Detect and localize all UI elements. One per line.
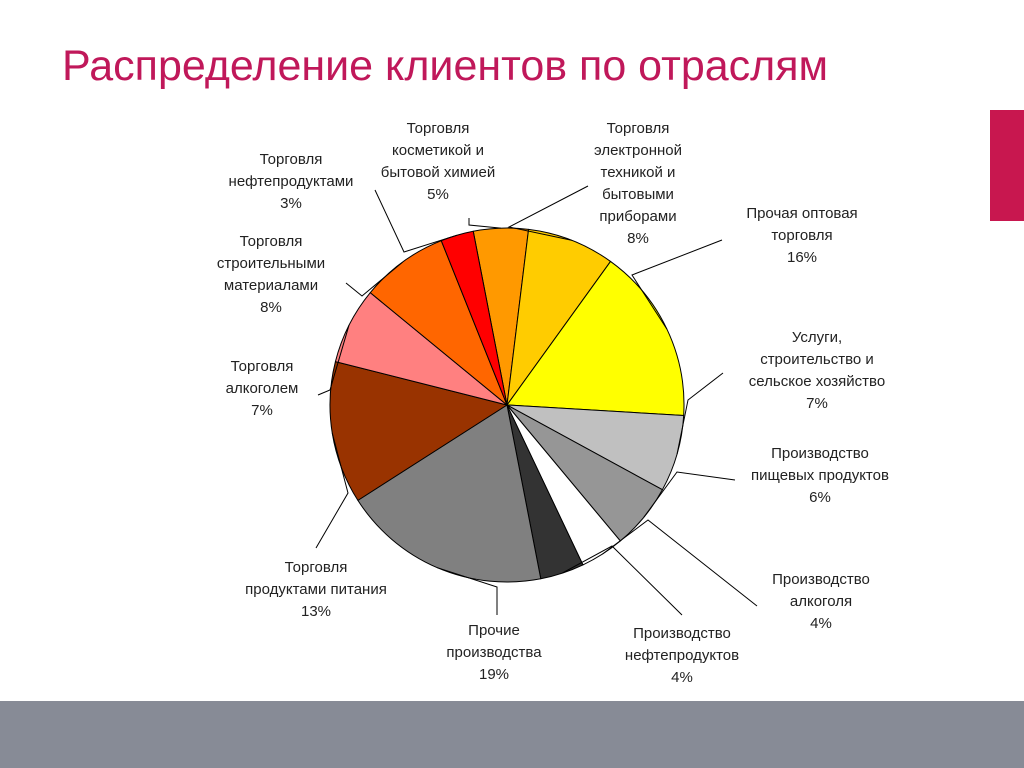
slice-label-line: Торговля <box>607 120 670 137</box>
slice-label: Прочая оптовая торговля 16% <box>746 205 857 266</box>
slice-label-line: Производство <box>772 571 870 588</box>
slice-label-line: материалами <box>224 277 318 294</box>
slice-percent: 16% <box>787 249 817 266</box>
slice-label-line: техникой и <box>601 164 676 181</box>
slide-title: Распределение клиентов по отраслям <box>62 42 829 90</box>
slice-percent: 4% <box>810 615 832 632</box>
leader-line <box>345 261 403 297</box>
slice-label-line: Торговля <box>285 559 348 576</box>
slice-label-line: торговля <box>771 227 832 244</box>
slice-labels: Торговля косметикой и бытовой химией 5%Торг… <box>217 120 889 686</box>
slice-label-line: алкоголя <box>790 593 852 610</box>
slice-label-line: Производство <box>771 445 869 462</box>
slice-percent: 8% <box>627 230 649 247</box>
slice-label-line: продуктами питания <box>245 581 387 598</box>
slice-label: Производство пищевых продуктов 6% <box>751 445 889 506</box>
slice-label-line: производства <box>446 644 542 661</box>
leader-line <box>468 218 501 229</box>
slice-label-line: приборами <box>599 208 676 225</box>
pie-slice <box>357 404 542 583</box>
slice-label-line: Производство <box>633 625 731 642</box>
slice-percent: 13% <box>301 603 331 620</box>
slice-label: Торговля строительными материалами 8% <box>217 233 325 316</box>
slice-label: Производство нефтепродуктов 4% <box>625 625 739 686</box>
pie-chart: Торговля косметикой и бытовой химией 5%Торг… <box>217 120 889 686</box>
slice-label-line: пищевых продуктов <box>751 467 889 484</box>
leader-line <box>676 372 724 454</box>
slice-label-line: Торговля <box>231 358 294 375</box>
slice-label-line: нефтепродуктами <box>229 173 354 190</box>
slice-label-line: Прочие <box>468 622 520 639</box>
slice-label-line: бытовыми <box>602 186 674 203</box>
slice-label: Торговля продуктами питания 13% <box>245 559 387 620</box>
slice-percent: 5% <box>427 186 449 203</box>
slice-label: Торговля алкоголем 7% <box>226 358 299 419</box>
slice-percent: 7% <box>806 395 828 412</box>
slice-label: Производство алкоголя 4% <box>772 571 870 632</box>
slice-label: Прочие производства 19% <box>446 622 542 683</box>
slice-percent: 3% <box>280 195 302 212</box>
slice-label-line: алкоголем <box>226 380 299 397</box>
slice-label: Торговля нефтепродуктами 3% <box>229 151 354 212</box>
footer-band <box>0 701 1024 768</box>
pie-slice <box>329 361 508 501</box>
slice-percent: 4% <box>671 669 693 686</box>
slice-label-line: нефтепродуктов <box>625 647 739 664</box>
leader-lines <box>315 185 758 616</box>
leader-line <box>317 325 350 396</box>
slice-label-line: сельское хозяйство <box>749 373 885 390</box>
slice-label: Услуги, строительство и сельское хозяйство… <box>749 329 885 412</box>
accent-bar <box>990 110 1024 221</box>
leader-line <box>374 189 458 253</box>
slice-label-line: строительными <box>217 255 325 272</box>
pie-slices <box>329 227 685 583</box>
slice-label-line: Услуги, <box>792 329 842 346</box>
leader-line <box>562 545 683 616</box>
slice-label-line: косметикой и <box>392 142 484 159</box>
slice-label: Торговля электронной техникой и бытовыми при… <box>594 120 682 247</box>
slice-label-line: строительство и <box>760 351 874 368</box>
slice-label-line: Торговля <box>260 151 323 168</box>
leader-line <box>643 471 736 518</box>
leader-line <box>437 567 498 615</box>
leader-line <box>315 433 349 549</box>
slice-label-line: электронной <box>594 142 682 159</box>
slice-label-line: Прочая оптовая <box>746 205 857 222</box>
leader-line <box>602 519 758 607</box>
leader-line <box>631 239 723 330</box>
slice-label-line: Торговля <box>407 120 470 137</box>
slice-label-line: Торговля <box>240 233 303 250</box>
leader-line <box>507 185 589 241</box>
slice-percent: 6% <box>809 489 831 506</box>
slice-percent: 8% <box>260 299 282 316</box>
slice-label-line: бытовой химией <box>381 164 495 181</box>
slice-label: Торговля косметикой и бытовой химией 5% <box>381 120 495 203</box>
slice-percent: 19% <box>479 666 509 683</box>
slice-percent: 7% <box>251 402 273 419</box>
